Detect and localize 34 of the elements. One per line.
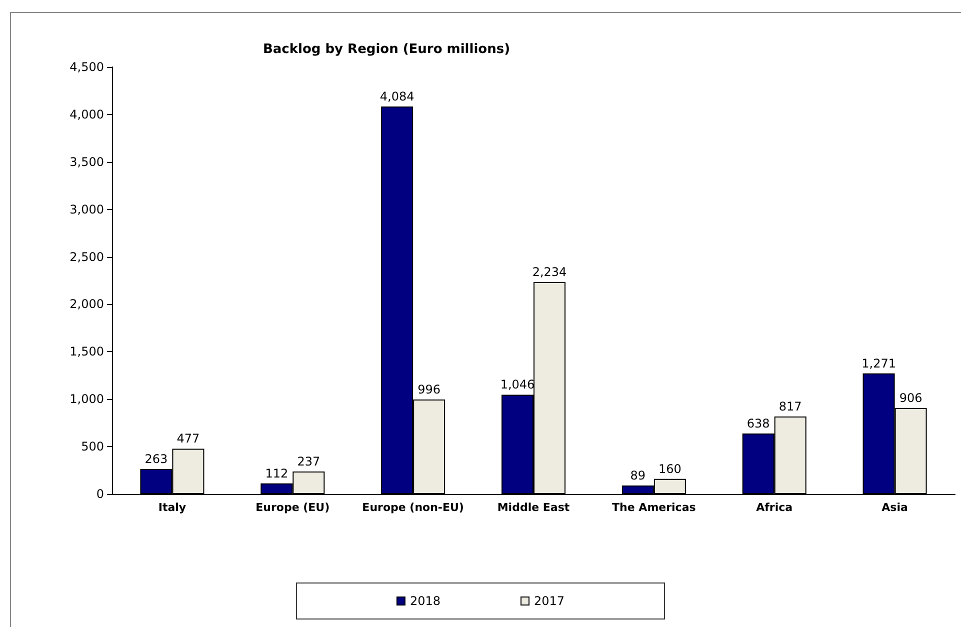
y-tick-label: 500 xyxy=(81,440,104,454)
y-tick-label: 3,000 xyxy=(70,202,104,216)
y-tick-label: 2,500 xyxy=(70,250,104,264)
x-tick-label: Asia xyxy=(882,501,908,514)
data-label: 638 xyxy=(746,416,770,430)
data-label: 996 xyxy=(418,382,441,396)
legend-label: 2018 xyxy=(410,594,441,608)
x-tick-label: Middle East xyxy=(497,501,570,514)
data-label: 112 xyxy=(265,466,288,480)
x-tick-label: Africa xyxy=(756,501,793,514)
y-tick-label: 1,500 xyxy=(70,344,104,359)
y-tick-label: 4,000 xyxy=(70,107,104,122)
data-label: 160 xyxy=(658,462,682,476)
y-tick-label: 4,500 xyxy=(70,60,104,74)
x-tick-label: Europe (non-EU) xyxy=(362,501,464,514)
data-label: 89 xyxy=(630,468,646,483)
y-tick-label: 3,500 xyxy=(70,154,104,169)
data-label: 4,084 xyxy=(380,89,414,104)
chart-title: Backlog by Region (Euro millions) xyxy=(263,42,510,57)
data-label: 1,046 xyxy=(500,378,535,392)
x-tick-label: Europe (EU) xyxy=(256,501,330,514)
data-label: 817 xyxy=(778,399,802,414)
data-label: 2,234 xyxy=(532,265,567,280)
y-tick-label: 0 xyxy=(96,487,104,501)
data-label: 1,271 xyxy=(862,356,896,370)
legend-label: 2017 xyxy=(534,594,565,608)
data-label: 477 xyxy=(176,432,200,446)
data-label: 906 xyxy=(899,391,922,406)
data-label: 237 xyxy=(297,454,320,469)
data-label: 263 xyxy=(144,452,168,466)
x-tick-label: The Americas xyxy=(612,501,696,514)
y-tick-label: 2,000 xyxy=(70,297,104,312)
x-tick-label: Italy xyxy=(158,501,186,514)
y-tick-label: 1,000 xyxy=(70,392,104,406)
